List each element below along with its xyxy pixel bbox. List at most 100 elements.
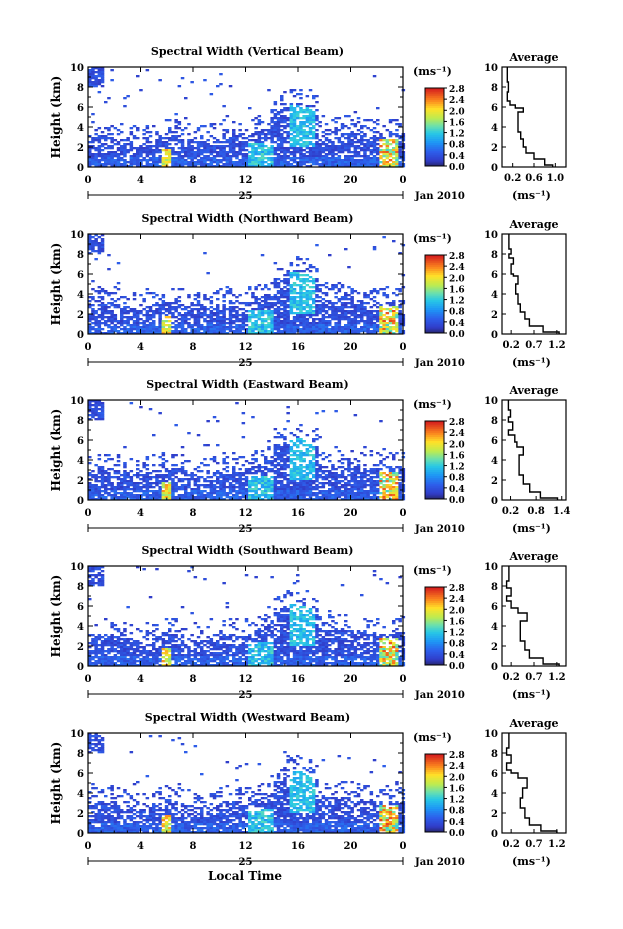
heatmap-cell [350, 486, 354, 489]
heatmap-cell [190, 498, 194, 501]
heatmap-cell [379, 318, 383, 321]
heatmap-cell [302, 322, 306, 325]
heatmap-cell [152, 482, 156, 485]
heatmap-cell [289, 284, 294, 287]
heatmap-cell [97, 73, 102, 76]
colorbar-segment [425, 288, 444, 291]
heatmap-cell [94, 165, 98, 168]
heatmap-cell [168, 496, 172, 499]
heatmap-cell [155, 143, 159, 146]
heatmap-cell [360, 131, 364, 134]
heatmap-cell [190, 478, 194, 481]
heatmap-cell [110, 151, 114, 154]
heatmap-cell [270, 119, 274, 122]
heatmap-cell [283, 302, 287, 305]
heatmap-cell [385, 143, 390, 146]
heatmap-cell [152, 328, 156, 331]
heatmap-cell [238, 159, 242, 162]
heatmap-cell [299, 464, 303, 467]
heatmap-cell [267, 480, 271, 483]
heatmap-cell [273, 454, 278, 457]
heatmap-cell [241, 472, 246, 475]
heatmap-cell [315, 155, 319, 158]
heatmap-cell [356, 488, 361, 491]
heatmap-cell [321, 482, 326, 485]
heatmap-cell [270, 127, 274, 130]
heatmap-cell [392, 312, 396, 315]
heatmap-cell [286, 318, 290, 321]
heatmap-cell [369, 151, 374, 154]
heatmap-cell [385, 141, 390, 144]
heatmap-cell [315, 308, 319, 311]
heatmap-cell [264, 302, 268, 305]
colorbar-segment [425, 119, 444, 122]
heatmap-cell [164, 161, 169, 164]
heatmap-cell [315, 328, 319, 331]
heatmap-cell [318, 149, 322, 152]
heatmap-cell [340, 284, 345, 287]
heatmap-cell [276, 472, 281, 475]
heatmap-cell [107, 254, 111, 257]
heatmap-cell [161, 324, 166, 327]
heatmap-cell [158, 165, 162, 168]
heatmap-cell [238, 147, 242, 150]
heatmap-cell [360, 155, 364, 158]
heatmap-cell [206, 314, 210, 317]
heatmap-cell [376, 498, 380, 501]
heatmap-cell [276, 492, 281, 495]
heatmap-cell [286, 420, 290, 423]
heatmap-cell [264, 484, 268, 487]
heatmap-cell [161, 161, 166, 164]
heatmap-cell [145, 151, 150, 154]
heatmap-cell [248, 304, 252, 307]
heatmap-cell [164, 496, 169, 499]
heatmap-cell [132, 298, 137, 301]
heatmap-cell [241, 488, 246, 491]
heatmap-cell [299, 472, 303, 475]
heatmap-cell [241, 496, 246, 499]
heatmap-cell [200, 135, 204, 138]
colorbar-tick-label: 2.8 [449, 85, 465, 95]
heatmap-cell [142, 149, 146, 152]
heatmap-cell [110, 133, 114, 136]
heatmap-cell [193, 157, 198, 160]
heatmap-cell [350, 133, 354, 136]
heatmap-cell [392, 316, 396, 319]
heatmap-cell [344, 496, 348, 499]
heatmap-cell [155, 484, 159, 487]
heatmap-cell [360, 125, 364, 128]
heatmap-cell [94, 492, 98, 495]
heatmap-cell [363, 498, 367, 501]
heatmap-cell [334, 330, 338, 333]
heatmap-cell [209, 151, 214, 154]
heatmap-cell [347, 480, 351, 483]
heatmap-cell [286, 490, 290, 493]
heatmap-cell [232, 294, 236, 297]
heatmap-cell [296, 458, 300, 461]
heatmap-cell [110, 292, 114, 295]
heatmap-cell [196, 143, 201, 146]
heatmap-cell [353, 312, 358, 315]
heatmap-cell [398, 316, 402, 319]
heatmap-cell [302, 318, 306, 321]
heatmap-cell [187, 157, 191, 160]
heatmap-cell [116, 496, 121, 499]
heatmap-cell [299, 476, 303, 479]
heatmap-cell [308, 462, 313, 465]
heatmap-cell [190, 326, 194, 329]
heatmap-cell [196, 149, 201, 152]
heatmap-cell [331, 332, 335, 335]
heatmap-cell [340, 286, 345, 289]
heatmap-cell [340, 163, 345, 166]
heatmap-cell [308, 450, 313, 453]
heatmap-cell [136, 161, 140, 164]
heatmap-cell [296, 300, 300, 303]
heatmap-cell [222, 145, 226, 148]
heatmap-cell [200, 494, 204, 497]
heatmap-cell [299, 294, 303, 297]
heatmap-cell [369, 143, 374, 146]
heatmap-cell [376, 159, 380, 162]
heatmap-cell [158, 496, 162, 499]
heatmap-cell [392, 302, 396, 305]
heatmap-cell [257, 119, 262, 122]
